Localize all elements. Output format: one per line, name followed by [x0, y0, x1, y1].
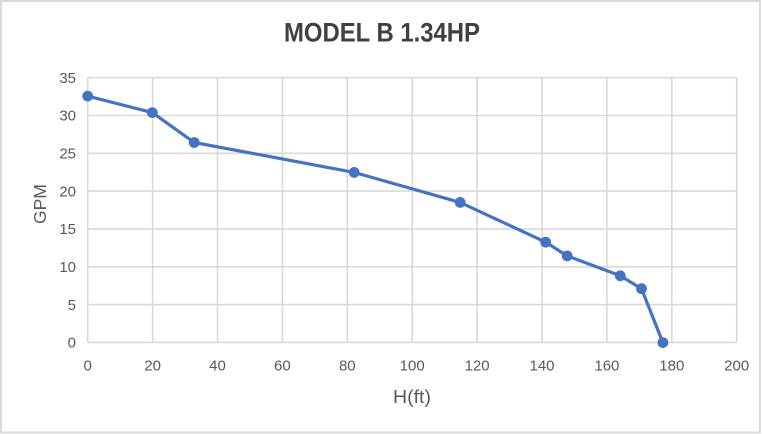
- svg-text:120: 120: [465, 358, 490, 375]
- svg-text:10: 10: [59, 259, 76, 276]
- svg-text:20: 20: [59, 183, 76, 200]
- svg-text:140: 140: [529, 358, 554, 375]
- svg-text:40: 40: [209, 358, 226, 375]
- svg-text:160: 160: [594, 358, 619, 375]
- svg-text:15: 15: [59, 221, 76, 238]
- svg-text:GPM: GPM: [30, 184, 50, 224]
- svg-text:0: 0: [68, 335, 76, 352]
- svg-text:H(ft): H(ft): [393, 387, 431, 407]
- svg-text:80: 80: [339, 358, 356, 375]
- svg-text:180: 180: [659, 358, 684, 375]
- svg-text:100: 100: [400, 358, 425, 375]
- svg-text:MODEL B 1.34HP: MODEL B 1.34HP: [284, 18, 480, 48]
- svg-text:60: 60: [274, 358, 291, 375]
- svg-text:30: 30: [59, 108, 76, 125]
- svg-text:0: 0: [84, 358, 92, 375]
- svg-text:200: 200: [724, 358, 749, 375]
- svg-text:25: 25: [59, 146, 76, 163]
- svg-text:5: 5: [68, 297, 76, 314]
- svg-text:35: 35: [59, 70, 76, 87]
- svg-text:20: 20: [144, 358, 161, 375]
